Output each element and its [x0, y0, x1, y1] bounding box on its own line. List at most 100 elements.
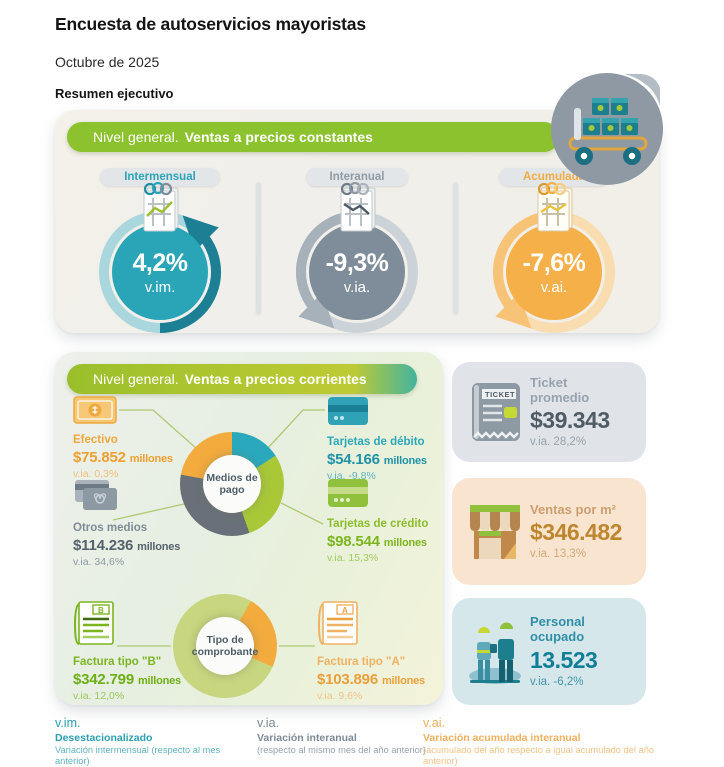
wholesale-cart-badge-icon: [551, 73, 663, 185]
kpi-text: Personal ocupado 13.523 v.ia. -6,2%: [530, 614, 622, 688]
report-chart-icon: [537, 182, 573, 232]
kpi-variation: v.ia. -6,2%: [530, 675, 584, 688]
item-name: Tarjetas de crédito: [327, 518, 429, 530]
item-amount: $342.799: [73, 671, 134, 689]
donut-center: Medios de pago: [203, 455, 261, 513]
kpi-ventas-por-m2: Ventas por m² $346.482 v.ia. 13,3%: [452, 478, 646, 585]
stat-graphic-down: -7,6% v.ai.: [479, 182, 629, 338]
debit-card-icon: [328, 397, 368, 425]
card1-header-bold: Ventas a precios constantes: [184, 129, 373, 145]
item-variation: v.ia. 12,0%: [73, 690, 125, 703]
legend-item-tarjetas-debito: Tarjetas de débito $54.166 millones v.ia…: [327, 396, 455, 482]
item-amount: $114.236: [73, 537, 134, 555]
stat-unit: v.ai.: [540, 278, 568, 296]
footnote-abbr: v.ia.: [257, 716, 279, 730]
item-name: Factura tipo "A": [317, 656, 406, 668]
stat-graphic-down: -9,3% v.ia.: [282, 182, 432, 338]
gift-card-icon: [75, 480, 117, 510]
stat-badge: Interanual: [305, 168, 409, 186]
footnote-vai: v.ai. Variación acumulada interanual (ac…: [423, 716, 673, 767]
item-value: $103.896 millones: [317, 671, 445, 688]
item-name: Efectivo: [73, 434, 118, 446]
footnote-abbr: v.ai.: [423, 716, 445, 730]
footnote-term: Variación acumulada interanual: [423, 731, 581, 744]
stat-badge: Intermensual: [100, 168, 220, 186]
stat-value: -7,6%: [522, 248, 586, 277]
item-value: $114.236 millones: [73, 537, 201, 554]
donut-center: Tipo de comprobante: [192, 617, 258, 675]
item-unit: millones: [137, 541, 181, 554]
stat-graphic-up: 4,2% v.im.: [85, 182, 235, 338]
item-unit: millones: [383, 537, 427, 550]
kpi-value: 13.523: [530, 646, 598, 673]
item-name: Otros medios: [73, 522, 148, 534]
item-value: $98.544 millones: [327, 533, 455, 550]
item-variation: v.ia. 34,6%: [73, 556, 125, 569]
kpi-value: $39.343: [530, 407, 610, 434]
footnote-term: Desestacionalizado: [55, 731, 153, 744]
item-value: $75.852 millones: [73, 449, 201, 466]
kpi-ticket-promedio: TICKET Ticket promedio $39.343 v.ia. 28,…: [452, 362, 646, 462]
card1-header: Nivel general. Ventas a precios constant…: [67, 122, 559, 152]
item-variation: v.ia. 0,3%: [73, 468, 119, 481]
legend-item-otros-medios: Otros medios $114.236 millones v.ia. 34,…: [73, 478, 201, 568]
stat-circle: -9,3% v.ia.: [309, 224, 405, 320]
page-title: Encuesta de autoservicios mayoristas: [55, 14, 366, 34]
donut-center-label: Tipo de comprobante: [191, 633, 259, 658]
kpi-variation: v.ia. 28,2%: [530, 436, 587, 449]
card2-header: Nivel general. Ventas a precios corrient…: [67, 364, 417, 394]
stat-interanual: Interanual -9,3% v.ia.: [266, 168, 448, 338]
footnote-desc: (acumulado del año respecto a igual acum…: [423, 745, 655, 767]
legend-item-tarjetas-credito: Tarjetas de crédito $98.544 millones v.i…: [327, 478, 455, 564]
storefront-icon: [470, 504, 520, 559]
section-title: Resumen ejecutivo: [55, 86, 174, 101]
legend-item-factura-b: B Factura tipo "B" $342.799 millones v.i…: [73, 600, 201, 702]
banknote-icon: [73, 396, 117, 424]
footnote-via: v.ia. Variación interanual (respecto al …: [257, 716, 437, 756]
card2-header-bold: Ventas a precios corrientes: [184, 371, 367, 387]
footnote-term: Variación interanual: [257, 731, 357, 744]
footnote-vim: v.im. Desestacionalizado Variación inter…: [55, 716, 255, 767]
item-unit: millones: [129, 453, 173, 466]
kpi-label: Ticket promedio: [530, 374, 590, 405]
item-value: $342.799 millones: [73, 671, 201, 688]
kpi-label: Personal ocupado: [530, 614, 585, 644]
kpi-text: Ventas por m² $346.482 v.ia. 13,3%: [530, 501, 622, 561]
footnote-desc: (respecto al mismo mes del año anterior): [257, 745, 426, 756]
footnote-desc: Variación intermensual (respecto al mes …: [55, 745, 221, 767]
stat-value: -9,3%: [325, 248, 389, 277]
stat-unit: v.im.: [144, 278, 176, 296]
svg-text:B: B: [98, 606, 104, 615]
report-chart-icon: [143, 182, 179, 232]
svg-text:A: A: [342, 606, 348, 615]
stats-row: Intermensual 4,2% v.im.: [69, 168, 645, 338]
item-amount: $54.166: [327, 451, 380, 469]
receipt-icon: TICKET: [472, 383, 520, 441]
stat-unit: v.ia.: [343, 278, 371, 296]
donut-center-label: Medios de pago: [206, 471, 258, 496]
stat-value: 4,2%: [132, 248, 188, 277]
card2-header-prefix: Nivel general.: [93, 371, 179, 387]
workers-icon: [469, 622, 521, 684]
item-value: $54.166 millones: [327, 451, 455, 468]
invoice-icon: A: [317, 601, 358, 645]
tipo-comprobante-donut: Tipo de comprobante: [173, 594, 277, 698]
column-divider: [453, 182, 458, 314]
stat-circle: 4,2% v.im.: [112, 224, 208, 320]
stat-badge: Acumulada: [499, 168, 609, 186]
medios-de-pago-section: Medios de pago Efectivo $75.852 millones…: [55, 396, 443, 568]
kpi-personal-ocupado: Personal ocupado 13.523 v.ia. -6,2%: [452, 598, 646, 705]
invoice-icon: B: [73, 601, 114, 645]
item-unit: millones: [137, 675, 181, 688]
item-amount: $103.896: [317, 671, 378, 689]
svg-text:TICKET: TICKET: [485, 390, 515, 399]
kpi-text: Ticket promedio $39.343 v.ia. 28,2%: [530, 374, 622, 449]
footnote-abbr: v.im.: [55, 716, 81, 730]
item-unit: millones: [383, 455, 427, 468]
kpi-value: $346.482: [530, 519, 622, 546]
kpi-label: Ventas por m²: [530, 501, 616, 517]
item-name: Tarjetas de débito: [327, 436, 425, 448]
item-unit: millones: [381, 675, 425, 688]
card1-header-prefix: Nivel general.: [93, 129, 179, 145]
tipo-de-comprobante-section: Tipo de comprobante B Factura tipo "B" $…: [55, 592, 443, 704]
